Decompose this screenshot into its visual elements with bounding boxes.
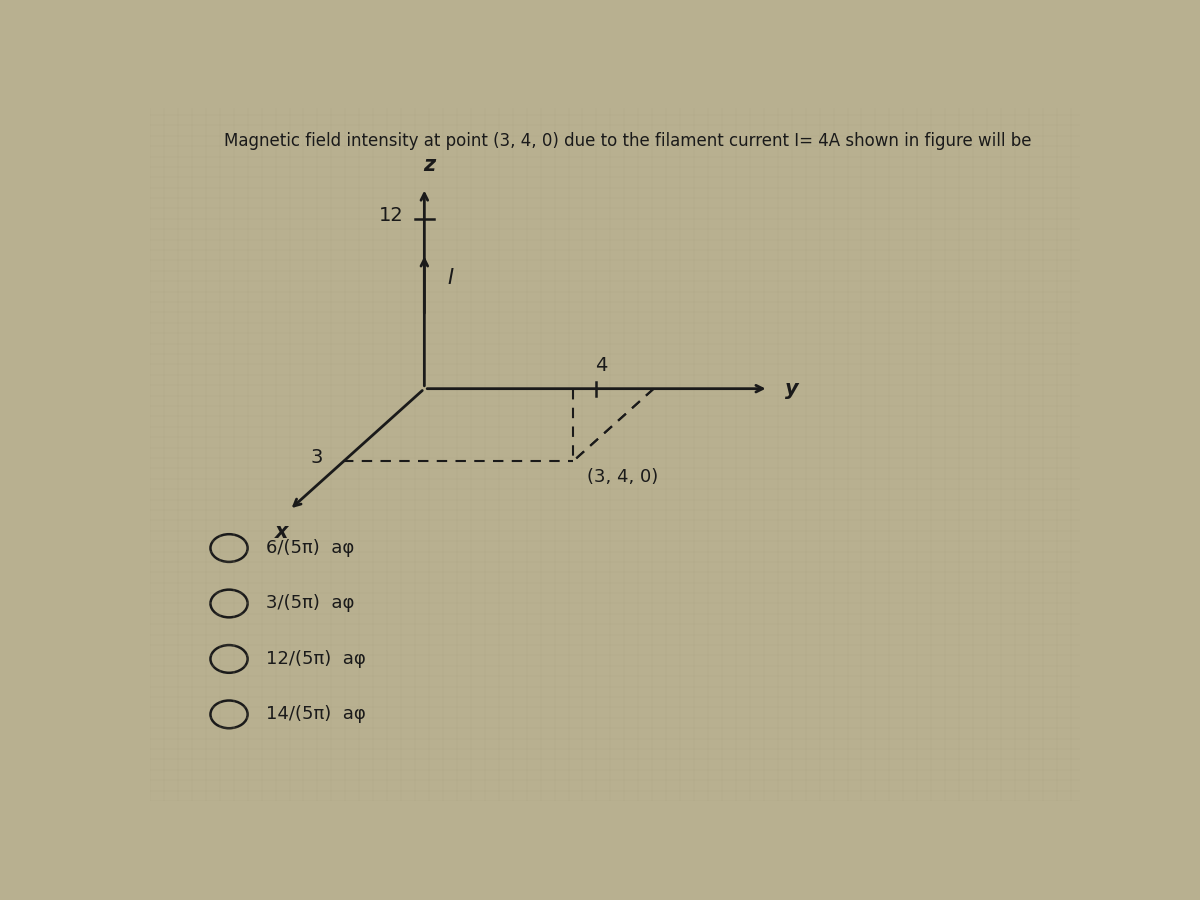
Text: Magnetic field intensity at point (3, 4, 0) due to the filament current I= 4A sh: Magnetic field intensity at point (3, 4,… [224, 132, 1032, 150]
Text: 3/(5π)  aφ: 3/(5π) aφ [266, 595, 355, 613]
Text: 4: 4 [595, 356, 607, 374]
Text: 12/(5π)  aφ: 12/(5π) aφ [266, 650, 366, 668]
Text: 3: 3 [311, 448, 323, 467]
Text: 12: 12 [379, 206, 404, 225]
Text: x: x [275, 522, 289, 543]
Text: 6/(5π)  aφ: 6/(5π) aφ [266, 539, 354, 557]
Text: I: I [448, 268, 454, 288]
Text: 14/(5π)  aφ: 14/(5π) aφ [266, 706, 366, 724]
Text: (3, 4, 0): (3, 4, 0) [587, 468, 658, 486]
Text: y: y [785, 379, 799, 399]
Text: z: z [422, 155, 436, 176]
